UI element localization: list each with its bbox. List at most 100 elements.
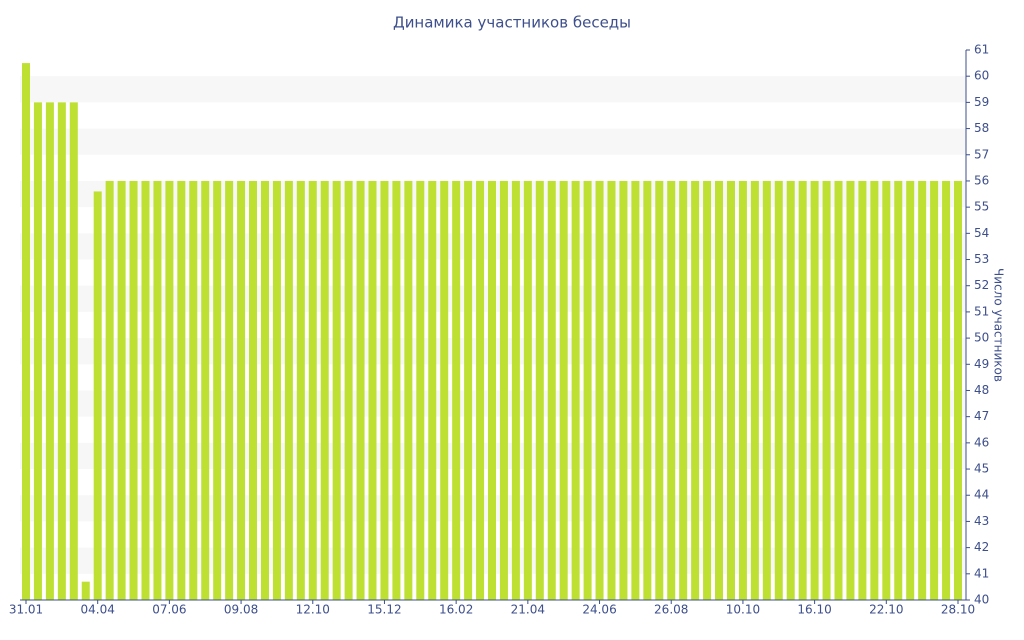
bar <box>237 180 246 600</box>
y-tick-label: 44 <box>974 488 989 502</box>
bar <box>774 180 783 600</box>
y-tick-label: 45 <box>974 462 989 476</box>
x-tick-label: 24.06 <box>582 603 616 617</box>
bar <box>858 180 867 600</box>
bar <box>834 180 843 600</box>
bar <box>894 180 903 600</box>
bar <box>308 180 317 600</box>
grid-band <box>20 128 966 155</box>
bar <box>571 180 580 600</box>
x-tick-label: 09.08 <box>224 603 258 617</box>
bar <box>380 180 389 600</box>
x-tick-label: 15.12 <box>367 603 401 617</box>
bar <box>499 180 508 600</box>
bar <box>762 180 771 600</box>
bar <box>523 180 532 600</box>
y-tick-label: 40 <box>974 593 989 607</box>
y-tick-label: 49 <box>974 357 989 371</box>
bar <box>810 180 819 600</box>
x-tick-label: 28.10 <box>941 603 975 617</box>
bar <box>428 180 437 600</box>
bar <box>22 63 30 601</box>
y-tick-label: 59 <box>974 95 989 109</box>
bar <box>284 180 293 600</box>
y-tick-label: 42 <box>974 540 989 554</box>
y-tick-label: 41 <box>974 566 989 580</box>
y-tick-label: 51 <box>974 304 989 318</box>
bar <box>105 180 114 600</box>
bar <box>846 180 855 600</box>
bar <box>452 180 461 600</box>
bar <box>822 180 831 600</box>
y-tick-label: 56 <box>974 173 989 187</box>
bar <box>750 180 759 600</box>
x-tick-label: 07.06 <box>152 603 186 617</box>
bar <box>559 180 568 600</box>
bar <box>679 180 688 600</box>
bar <box>392 180 401 600</box>
bar <box>129 180 138 600</box>
x-tick-label: 04.04 <box>81 603 115 617</box>
bar <box>201 180 210 600</box>
y-tick-label: 61 <box>974 43 989 57</box>
bar <box>954 180 962 600</box>
bar <box>45 102 54 600</box>
bar <box>631 180 640 600</box>
bar <box>547 180 556 600</box>
bar <box>165 180 174 600</box>
bar <box>738 180 747 600</box>
bar <box>404 180 413 600</box>
x-tick-label: 16.02 <box>439 603 473 617</box>
bar <box>296 180 305 600</box>
bar <box>356 180 365 600</box>
bar <box>703 180 712 600</box>
x-tick-label: 12.10 <box>296 603 330 617</box>
x-tick-label: 10.10 <box>726 603 760 617</box>
x-tick-label: 31.01 <box>9 603 43 617</box>
bar <box>918 180 927 600</box>
y-tick-label: 50 <box>974 331 989 345</box>
bar <box>535 180 544 600</box>
bar <box>117 180 126 600</box>
bar <box>643 180 652 600</box>
x-tick-label: 22.10 <box>869 603 903 617</box>
x-tick-label: 26.08 <box>654 603 688 617</box>
bar <box>153 180 162 600</box>
bar <box>57 102 66 600</box>
y-tick-label: 58 <box>974 121 989 135</box>
bar <box>882 180 891 600</box>
bar <box>416 180 425 600</box>
y-tick-label: 48 <box>974 383 989 397</box>
bar <box>476 180 485 600</box>
bar <box>141 180 150 600</box>
y-tick-label: 47 <box>974 409 989 423</box>
bar <box>344 180 353 600</box>
bar <box>691 180 700 600</box>
bar <box>786 180 795 600</box>
bar <box>464 180 473 600</box>
y-tick-label: 55 <box>974 200 989 214</box>
bar <box>69 102 78 600</box>
bar <box>93 191 102 600</box>
y-tick-label: 52 <box>974 278 989 292</box>
bar <box>189 180 198 600</box>
bar <box>715 180 724 600</box>
y-tick-label: 43 <box>974 514 989 528</box>
bar <box>726 180 735 600</box>
bar <box>595 180 604 600</box>
bar <box>583 180 592 600</box>
y-tick-label: 46 <box>974 435 989 449</box>
bar <box>33 102 42 600</box>
bar <box>272 180 281 600</box>
bar <box>607 180 616 600</box>
bar <box>213 180 222 600</box>
bar <box>930 180 939 600</box>
bar <box>619 180 628 600</box>
bar <box>440 180 449 600</box>
bar <box>81 581 90 600</box>
bar <box>906 180 915 600</box>
y-tick-label: 60 <box>974 69 989 83</box>
chart-title: Динамика участников беседы <box>393 14 631 32</box>
x-tick-label: 21.04 <box>511 603 545 617</box>
